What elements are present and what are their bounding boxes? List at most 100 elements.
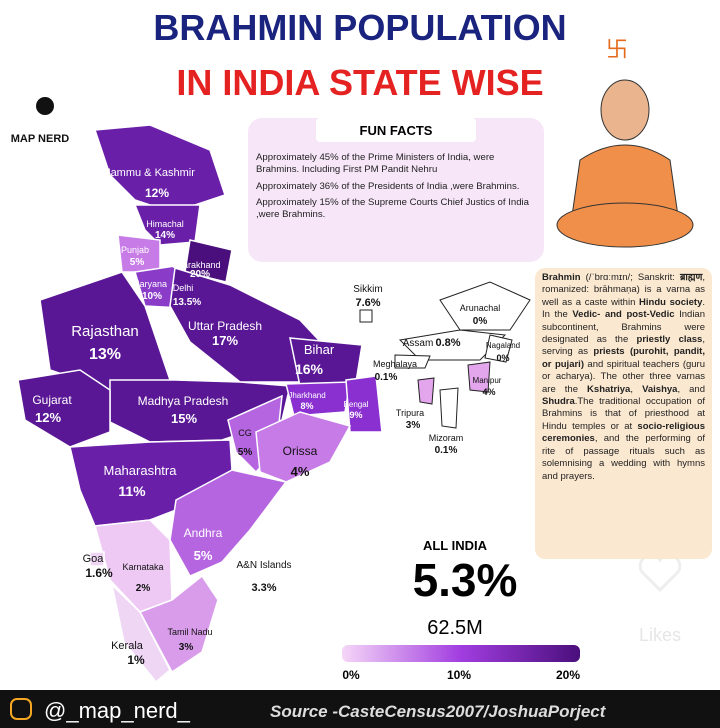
northeast-map (359, 281, 531, 429)
fun-fact: Approximately 36% of the Presidents of I… (256, 180, 520, 192)
region-value: 1.6% (85, 566, 113, 580)
description-text: , romanized: brāhmaṇa) is a varna as wel… (542, 272, 705, 308)
description-text: Brahmin (542, 272, 581, 283)
region-name: Sikkim (353, 284, 382, 295)
region-name: Himachal (146, 219, 184, 229)
description-text: Shudra (542, 396, 575, 408)
region-name: Meghalaya (373, 359, 417, 369)
region-value: 13% (89, 346, 121, 363)
region-value: 3% (179, 642, 194, 653)
description-text: Hindu society (639, 296, 703, 308)
region-value: 10% (142, 291, 162, 302)
region-name: Jammu & Kashmir (105, 167, 195, 179)
region-name: Tripura (396, 408, 424, 418)
description: Brahmin (/ˈbrɑːmɪn/; Sanskrit: ब्राह्मण,… (535, 268, 712, 559)
legend-tick: 0% (342, 668, 360, 682)
region-value: 5% (238, 447, 253, 458)
region-value: 4% (291, 464, 310, 479)
like-button[interactable] (638, 553, 682, 593)
legend-bar (342, 645, 580, 662)
brand: MAP NERD (11, 133, 70, 145)
fun-fact: Approximately 45% of the Prime Ministers… (256, 152, 495, 176)
region-name: Jharkhand (288, 391, 325, 400)
description-text: Vaishya (642, 383, 678, 395)
region-value: 8% (300, 401, 313, 411)
fun-facts-heading: FUN FACTS (360, 123, 433, 138)
svg-text:卐: 卐 (606, 37, 628, 62)
region-name: Andhra (184, 526, 223, 540)
region-name: Bihar (304, 342, 335, 357)
description-text: priestly class (636, 334, 703, 346)
region-value: 5% (130, 257, 145, 268)
region-name: Uttar Pradesh (188, 319, 262, 333)
description-text: (/ˈbrɑːmɪn/; Sanskrit: (580, 272, 680, 283)
description-text: , and the performing of rite of passage … (542, 433, 705, 482)
all-india-percent: 5.3% (413, 554, 518, 606)
description-text: , serving as (542, 334, 705, 358)
all-india-label: ALL INDIA (423, 538, 488, 553)
monk-illustration: 卐 (556, 37, 694, 248)
description-text: priests (purohit, pandit, or pujari) (542, 346, 705, 370)
region-name: Gujarat (32, 393, 72, 407)
description-text: , and (677, 383, 705, 395)
all-india-count: 62.5M (427, 617, 483, 639)
instagram-icon (10, 698, 32, 720)
region-name: Rajasthan (71, 323, 139, 340)
region-value: 16% (295, 361, 324, 377)
description-text: , (630, 383, 643, 395)
region-name: Arunachal (460, 303, 501, 313)
region-name: Karnataka (122, 562, 163, 572)
region-value: 2% (136, 583, 151, 594)
source: Source -CasteCensus2007/JoshuaPorject (270, 702, 607, 721)
region-name: Madhya Pradesh (138, 394, 229, 408)
description-text: Vedic- and post-Vedic (572, 309, 675, 321)
region-name: Goa (83, 553, 105, 565)
region-value: 11% (118, 483, 146, 499)
region-name: Delhi (173, 283, 194, 293)
legend-tick: 20% (556, 668, 580, 682)
title: BRAHMIN POPULATION (153, 7, 566, 48)
region-value: 0% (496, 353, 509, 363)
region-name: Maharashtra (104, 463, 178, 478)
description-text: . In the (542, 296, 705, 321)
region-value: 5% (194, 548, 213, 563)
fun-facts-tab: FUN FACTS (316, 118, 476, 142)
fun-facts-list: Approximately 45% of the Prime Ministers… (256, 152, 538, 225)
region-name: Manipur (473, 376, 502, 385)
region-name: Bengal (344, 400, 369, 409)
region-name: Punjab (121, 245, 149, 255)
region-value: 14% (155, 230, 175, 241)
region-value: 0.1% (435, 445, 458, 456)
footer (0, 690, 720, 728)
region-name: Haryana (133, 279, 167, 289)
region-value: 20% (190, 269, 210, 280)
region-name: CG (238, 428, 252, 438)
fun-fact: Approximately 15% of the Supreme Courts … (256, 196, 530, 221)
region-name: Tamil Nadu (167, 627, 212, 637)
region-value: 0% (473, 316, 488, 327)
description-text: ब्राह्मण (679, 272, 703, 283)
description-text: socio-religious ceremonies (542, 420, 705, 445)
description-text: and spiritual teachers (guru or acharya)… (542, 358, 705, 395)
region-value: 3.3% (251, 582, 276, 594)
region-name: Assam (403, 338, 434, 349)
title: IN INDIA STATE WISE (176, 62, 543, 103)
region-name: Nagaland (486, 341, 520, 350)
region-name: Kerala (111, 640, 144, 652)
region-value: 0.1% (375, 372, 398, 383)
fun-facts: FUN FACTS Approximately 45% of the Prime… (248, 118, 544, 262)
region-value: 0.8% (435, 337, 460, 349)
region-value: 7.6% (355, 297, 380, 309)
logo (36, 97, 54, 115)
region-value: 12% (145, 186, 169, 200)
region-value: 3% (406, 420, 421, 431)
map (17, 124, 383, 684)
region-value: 17% (212, 333, 238, 348)
region-value: 15% (171, 411, 197, 426)
handle: @_map_nerd_ (44, 698, 191, 723)
region-name: A&N Islands (236, 560, 291, 571)
region-value: 12% (35, 410, 61, 425)
